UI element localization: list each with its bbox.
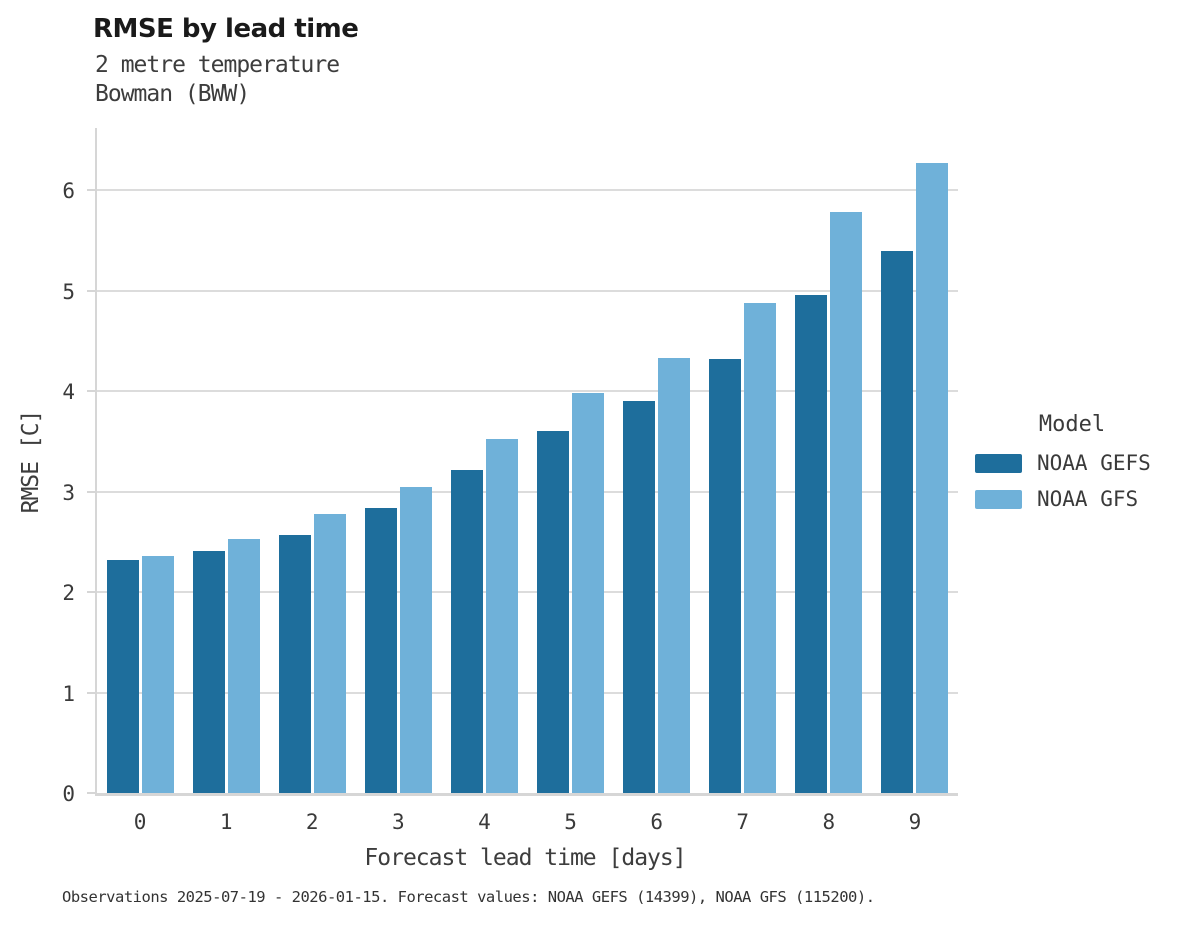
gridline-y-6 bbox=[97, 189, 958, 192]
y-tick-label-4: 4 bbox=[62, 380, 75, 405]
bar-noaa-gefs-lead-6 bbox=[623, 401, 656, 793]
bar-noaa-gfs-lead-1 bbox=[227, 538, 260, 793]
bar-noaa-gefs-lead-1 bbox=[192, 550, 225, 793]
bar-noaa-gefs-lead-2 bbox=[278, 534, 311, 793]
y-tick-mark-5 bbox=[87, 289, 95, 292]
y-tick-mark-6 bbox=[87, 189, 95, 192]
x-tick-label-8: 8 bbox=[822, 810, 836, 834]
bar-noaa-gfs-lead-7 bbox=[744, 302, 777, 793]
legend-swatch-noaa-gfs bbox=[975, 489, 1022, 509]
bar-noaa-gefs-lead-5 bbox=[537, 431, 570, 793]
footnote-caption: Observations 2025-07-19 - 2026-01-15. Fo… bbox=[62, 888, 875, 906]
gridline-y-1 bbox=[97, 691, 958, 694]
chart-subtitle-variable: 2 metre temperature bbox=[95, 52, 340, 78]
legend-label-noaa-gfs: NOAA GFS bbox=[1037, 487, 1139, 511]
y-tick-label-5: 5 bbox=[62, 279, 75, 304]
bar-noaa-gfs-lead-3 bbox=[399, 486, 432, 793]
page-title: RMSE by lead time bbox=[93, 14, 359, 44]
plot-area: 0 1 2 3 4 5 6 0 1 2 3 4 5 6 7 8 9 bbox=[62, 128, 958, 834]
bar-noaa-gefs-lead-7 bbox=[709, 359, 742, 793]
x-tick-label-9: 9 bbox=[908, 810, 922, 834]
x-tick-label-2: 2 bbox=[305, 810, 319, 834]
gridline-y-4 bbox=[97, 390, 958, 393]
y-tick-mark-3 bbox=[87, 490, 95, 493]
legend-label-noaa-gefs: NOAA GEFS bbox=[1037, 451, 1151, 475]
bar-noaa-gfs-lead-6 bbox=[658, 358, 691, 793]
y-tick-mark-2 bbox=[87, 591, 95, 594]
y-tick-label-2: 2 bbox=[62, 581, 75, 606]
bar-noaa-gfs-lead-9 bbox=[916, 163, 949, 793]
x-tick-label-7: 7 bbox=[736, 810, 750, 834]
x-tick-label-6: 6 bbox=[650, 810, 663, 834]
bar-noaa-gefs-lead-8 bbox=[795, 294, 828, 793]
bar-noaa-gfs-lead-4 bbox=[485, 439, 518, 793]
y-tick-mark-4 bbox=[87, 390, 95, 393]
gridline-y-2 bbox=[97, 591, 958, 594]
x-tick-label-5: 5 bbox=[564, 810, 577, 834]
gridline-y-5 bbox=[97, 289, 958, 292]
bar-noaa-gefs-lead-4 bbox=[450, 469, 483, 793]
bar-noaa-gfs-lead-8 bbox=[830, 212, 863, 793]
bar-noaa-gfs-lead-5 bbox=[572, 393, 605, 793]
gridline-y-3 bbox=[97, 490, 958, 493]
legend-item-noaa-gfs: NOAA GFS bbox=[975, 487, 1188, 511]
legend: Model NOAA GEFS NOAA GFS bbox=[963, 412, 1188, 523]
legend-title: Model bbox=[1038, 412, 1106, 437]
x-tick-label-4: 4 bbox=[478, 810, 491, 834]
x-axis-label: Forecast lead time [days] bbox=[364, 845, 686, 871]
bar-noaa-gfs-lead-2 bbox=[313, 513, 346, 793]
legend-items: NOAA GEFS NOAA GFS bbox=[963, 451, 1188, 511]
y-tick-mark-0 bbox=[87, 792, 95, 794]
y-tick-label-0: 0 bbox=[62, 782, 75, 806]
bar-noaa-gfs-lead-0 bbox=[141, 555, 174, 793]
x-tick-label-1: 1 bbox=[219, 810, 233, 834]
legend-item-noaa-gefs: NOAA GEFS bbox=[975, 451, 1188, 475]
legend-swatch-noaa-gefs bbox=[975, 453, 1022, 473]
y-tick-label-1: 1 bbox=[62, 681, 75, 706]
bar-noaa-gefs-lead-3 bbox=[364, 507, 397, 793]
y-tick-label-6: 6 bbox=[62, 179, 75, 204]
bar-noaa-gefs-lead-0 bbox=[106, 559, 139, 793]
chart-subtitle-station: Bowman (BWW) bbox=[95, 81, 250, 107]
x-tick-label-3: 3 bbox=[392, 810, 405, 834]
bar-noaa-gefs-lead-9 bbox=[881, 250, 914, 793]
y-tick-label-3: 3 bbox=[62, 480, 75, 505]
y-tick-mark-1 bbox=[87, 691, 95, 694]
x-tick-label-0: 0 bbox=[133, 810, 147, 834]
